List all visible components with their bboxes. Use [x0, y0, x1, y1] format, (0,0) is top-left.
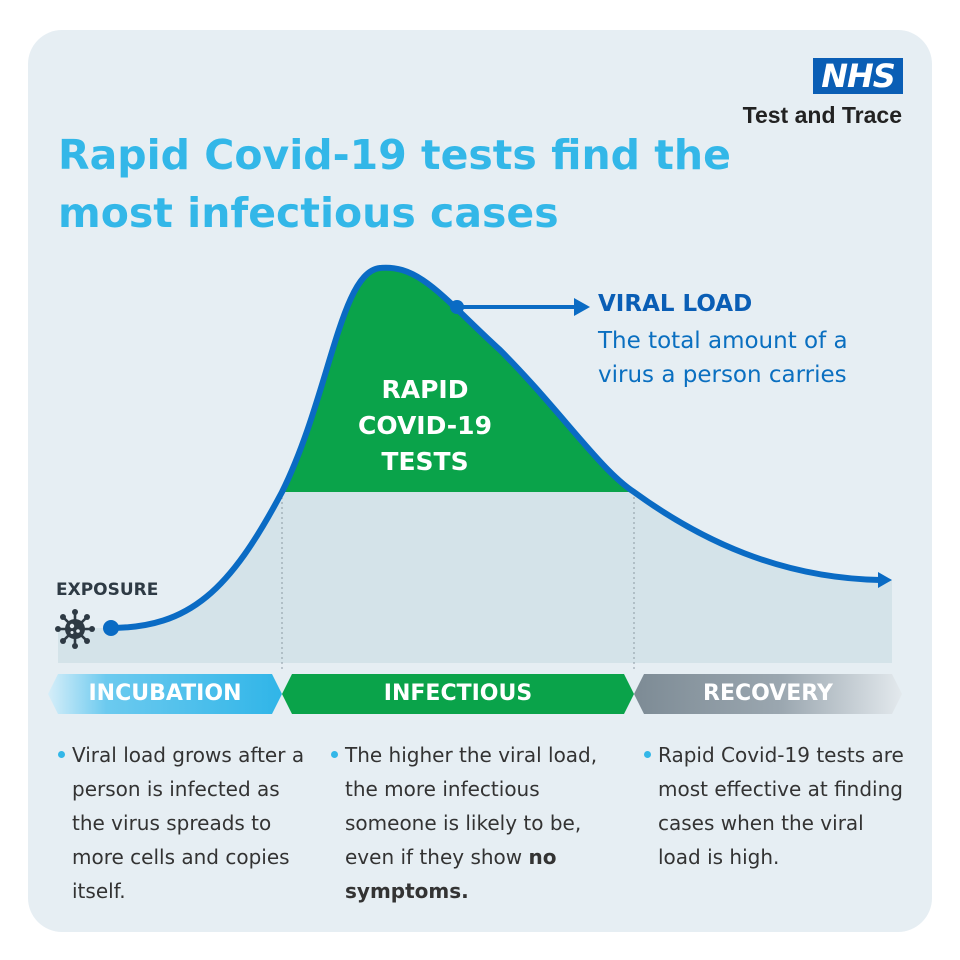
exposure-point	[103, 620, 119, 636]
bullet-icon	[58, 751, 65, 758]
viral-load-description: The total amount of a virus a person car…	[598, 328, 848, 388]
curve-end-arrow-icon	[878, 572, 892, 588]
arrow-right-icon	[574, 298, 590, 316]
recovery-description: Rapid Covid-19 tests are most effective …	[644, 738, 908, 874]
incubation-description: Viral load grows after a person is infec…	[58, 738, 312, 908]
virus-icon	[55, 609, 95, 649]
incubation-text: Viral load grows after a person is infec…	[72, 743, 305, 903]
rapid-tests-zone	[282, 267, 634, 492]
recovery-text: Rapid Covid-19 tests are most effective …	[658, 743, 904, 869]
rapid-tests-label: RAPID COVID-19 TESTS	[358, 375, 492, 476]
logo-subtitle: Test and Trace	[742, 102, 902, 128]
phase-recovery: RECOVERY	[634, 674, 902, 714]
infectious-text: The higher the viral load, the more infe…	[345, 743, 598, 869]
phase-incubation: INCUBATION	[48, 674, 282, 714]
exposure-label: EXPOSURE	[56, 580, 159, 600]
viral-load-title: VIRAL LOAD	[598, 291, 753, 317]
phase-infectious: INFECTIOUS	[282, 674, 634, 714]
infectious-description: The higher the viral load, the more infe…	[331, 738, 615, 908]
bullet-icon	[644, 751, 651, 758]
page-title: Rapid Covid-19 tests find the most infec…	[58, 131, 731, 237]
viral-load-curve	[107, 264, 883, 631]
bullet-icon	[331, 751, 338, 758]
nhs-logo: NHS	[813, 58, 903, 94]
infectious-emphasis: no symptoms.	[345, 845, 557, 903]
